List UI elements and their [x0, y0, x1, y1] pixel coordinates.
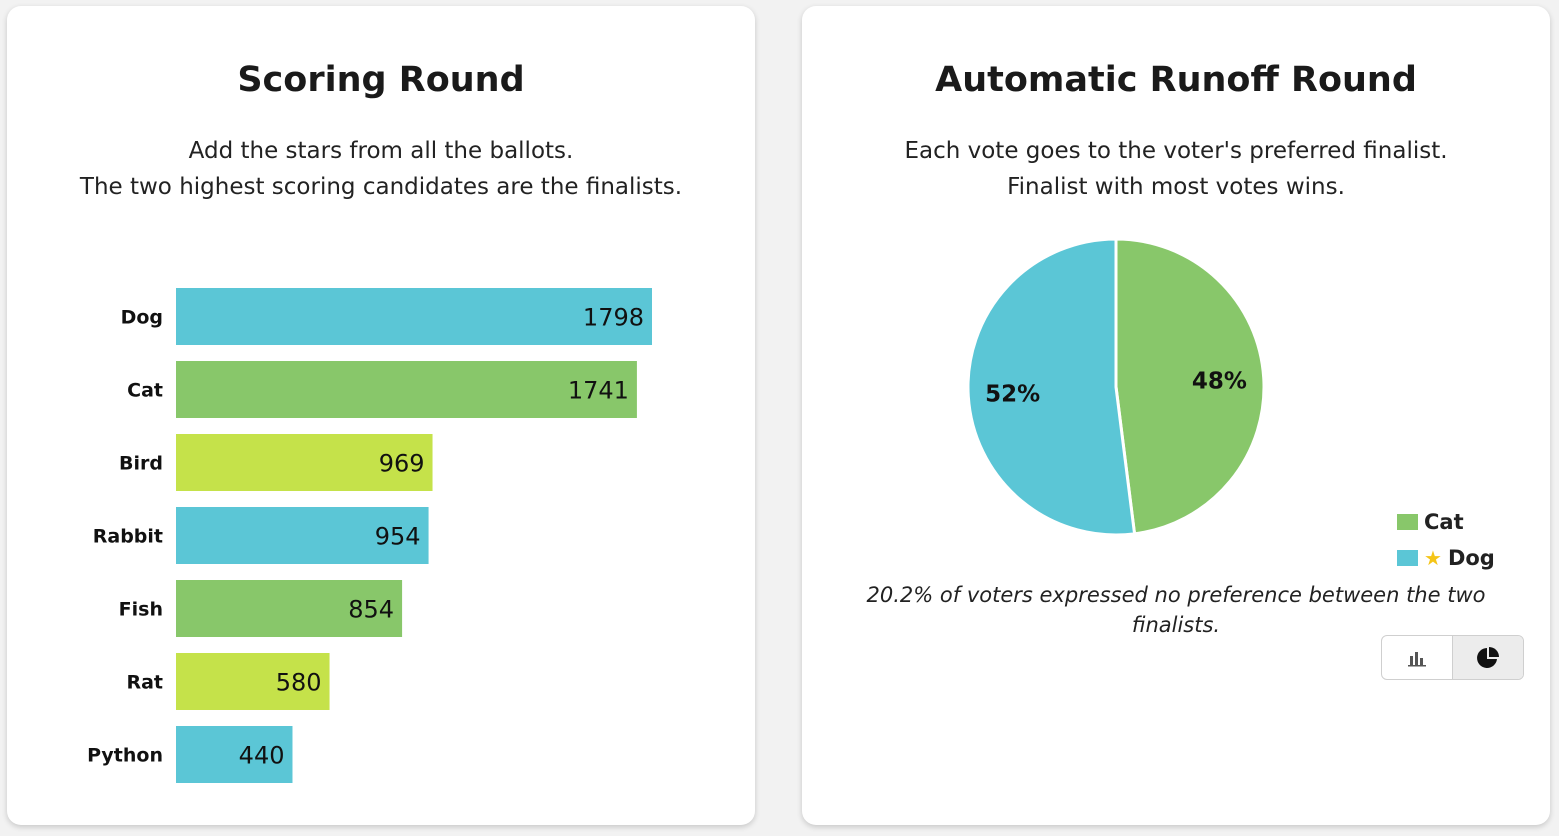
category-label-cat: Cat: [127, 380, 163, 402]
legend-swatch-cat: [1397, 514, 1418, 530]
legend-item-cat: Cat: [1397, 504, 1495, 540]
scoring-bar-chart: Dog 1798 Cat 1741 Bird 969 Rabbit 954 Fish 854 Rat…: [87, 288, 652, 783]
bar-chart-icon: [1408, 651, 1426, 666]
bar-fish: [176, 580, 403, 637]
pie-view-button[interactable]: [1452, 636, 1523, 679]
legend-swatch-dog: [1397, 550, 1418, 566]
pie-label-cat: 48%: [1192, 368, 1247, 394]
pie-slice-dog: [966, 237, 1137, 537]
bar-view-button[interactable]: [1382, 636, 1452, 679]
legend-label-dog: Dog: [1447, 546, 1495, 570]
scoring-round-card: Scoring Round Add the stars from all the…: [7, 6, 755, 825]
value-label-bird: 969: [379, 450, 425, 478]
value-label-rat: 580: [276, 669, 322, 697]
category-label-rabbit: Rabbit: [93, 526, 163, 548]
runoff-round-description-line2: Finalist with most votes wins.: [1007, 174, 1345, 200]
bar-dog: [176, 288, 652, 345]
runoff-round-card: Automatic Runoff Round Each vote goes to…: [802, 6, 1550, 825]
star-icon: ★: [1424, 546, 1442, 570]
value-label-dog: 1798: [583, 304, 644, 332]
legend-label-cat: Cat: [1424, 510, 1464, 534]
scoring-round-title: Scoring Round: [237, 60, 525, 100]
value-label-cat: 1741: [568, 377, 629, 405]
chart-type-toggle: [1381, 635, 1524, 680]
category-label-fish: Fish: [119, 599, 163, 621]
category-label-python: Python: [87, 745, 163, 767]
bar-cat: [176, 361, 637, 418]
runoff-round-description-line1: Each vote goes to the voter's preferred …: [904, 138, 1448, 164]
bar-rabbit: [176, 507, 429, 564]
pie-chart-icon: [1477, 646, 1499, 668]
pie-label-dog: 52%: [985, 382, 1040, 408]
value-label-python: 440: [239, 742, 285, 770]
value-label-fish: 854: [348, 596, 394, 624]
legend-item-dog: ★ Dog: [1397, 540, 1495, 576]
runoff-pie-chart: 48% 52%: [966, 237, 1266, 537]
scoring-round-description-line1: Add the stars from all the ballots.: [188, 138, 574, 164]
bar-python: [176, 726, 293, 783]
bar-bird: [176, 434, 433, 491]
pie-legend: Cat ★ Dog: [1397, 504, 1495, 576]
no-preference-note: 20.2% of voters expressed no preference …: [866, 583, 1486, 637]
scoring-round-description-line2: The two highest scoring candidates are t…: [79, 174, 683, 200]
category-label-rat: Rat: [126, 672, 163, 694]
runoff-round-title: Automatic Runoff Round: [935, 60, 1417, 100]
category-label-bird: Bird: [119, 453, 163, 475]
value-label-rabbit: 954: [375, 523, 421, 551]
pie-slice-cat: [1114, 237, 1266, 536]
bar-rat: [176, 653, 330, 710]
category-label-dog: Dog: [121, 307, 163, 329]
